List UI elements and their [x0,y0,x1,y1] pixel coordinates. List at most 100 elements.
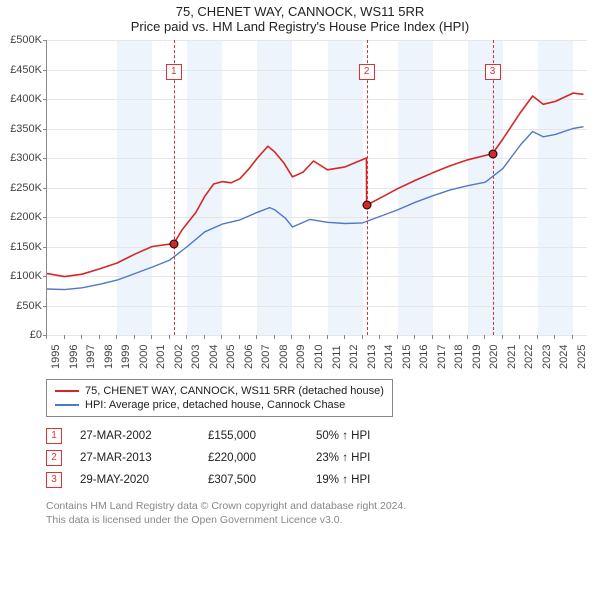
x-tick [186,335,187,339]
title-address: 75, CHENET WAY, CANNOCK, WS11 5RR [0,4,600,19]
x-tick [151,335,152,339]
x-tick [537,335,538,339]
x-tick [256,335,257,339]
event-delta: 19% ↑ HPI [316,474,370,486]
legend-box: 75, CHENET WAY, CANNOCK, WS11 5RR (detac… [46,379,393,417]
plot-area: 1 2 3 [46,40,587,336]
x-tick [274,335,275,339]
event-delta: 23% ↑ HPI [316,452,370,464]
event-marker-label: 1 [166,64,182,80]
event-row: 1 27-MAR-2002 £155,000 50% ↑ HPI [46,425,600,447]
legend-item-hpi: HPI: Average price, detached house, Cann… [55,398,384,412]
event-number-box: 1 [46,428,62,444]
x-tick [449,335,450,339]
x-axis-label: 2009 [295,345,307,369]
series-svg [47,40,587,335]
event-marker-label: 2 [359,64,375,80]
legend-label-address: 75, CHENET WAY, CANNOCK, WS11 5RR (detac… [85,385,384,397]
x-tick [362,335,363,339]
y-axis-label: £300K [0,152,42,164]
legend-label-hpi: HPI: Average price, detached house, Cann… [85,399,345,411]
event-dot [488,149,497,158]
event-dot [169,239,178,248]
x-axis-label: 2019 [471,345,483,369]
x-axis-label: 2018 [453,345,465,369]
y-axis-label: £450K [0,64,42,76]
x-axis-label: 2013 [366,345,378,369]
event-price: £220,000 [208,452,298,464]
x-axis-label: 1997 [85,345,97,369]
event-date: 27-MAR-2013 [80,452,190,464]
x-axis-label: 2000 [138,345,150,369]
x-axis-label: 2016 [418,345,430,369]
event-row: 227-MAR-2013£220,00023% ↑ HPI [46,447,600,469]
x-axis-label: 2017 [436,345,448,369]
x-axis-label: 2003 [190,345,202,369]
x-axis-label: 2005 [225,345,237,369]
event-dot [362,201,371,210]
legend-swatch-address [55,390,79,392]
event-row: 329-MAY-2020£307,50019% ↑ HPI [46,469,600,491]
x-axis-label: 1996 [68,345,80,369]
x-tick [99,335,100,339]
x-tick [397,335,398,339]
x-axis-label: 2015 [401,345,413,369]
x-axis-label: 2007 [260,345,272,369]
y-axis-label: £250K [0,182,42,194]
event-marker-label: 3 [485,64,501,80]
x-tick [309,335,310,339]
x-axis-label: 2012 [348,345,360,369]
x-tick [502,335,503,339]
footer-line2: This data is licensed under the Open Gov… [46,513,600,527]
y-axis-label: £200K [0,211,42,223]
x-axis-label: 2024 [558,345,570,369]
x-axis-label: 2023 [541,345,553,369]
x-axis: 1995199619971998199920002001200220032004… [46,335,586,375]
y-axis-label: £50K [0,300,42,312]
x-axis-label: 1999 [120,345,132,369]
x-tick [116,335,117,339]
x-tick [379,335,380,339]
x-tick [327,335,328,339]
x-axis-label: 2025 [576,345,588,369]
x-axis-label: 1998 [103,345,115,369]
x-axis-label: 2010 [313,345,325,369]
event-delta: 50% ↑ HPI [316,430,370,442]
x-axis-label: 2021 [506,345,518,369]
event-marker-line [493,40,494,335]
chart-title-block: 75, CHENET WAY, CANNOCK, WS11 5RR Price … [0,4,600,34]
x-tick [484,335,485,339]
x-tick [414,335,415,339]
event-price: £307,500 [208,474,298,486]
x-axis-label: 2002 [173,345,185,369]
y-axis-label: £0 [0,329,42,341]
x-tick [169,335,170,339]
x-tick [239,335,240,339]
event-date: 27-MAR-2002 [80,430,190,442]
x-axis-label: 2011 [331,345,343,369]
x-tick [64,335,65,339]
x-tick [572,335,573,339]
x-tick [46,335,47,339]
series-line-address [47,93,584,277]
y-axis-label: £500K [0,34,42,46]
y-axis-label: £150K [0,241,42,253]
x-axis-label: 2006 [243,345,255,369]
legend-item-address: 75, CHENET WAY, CANNOCK, WS11 5RR (detac… [55,384,384,398]
x-tick [554,335,555,339]
title-subtitle: Price paid vs. HM Land Registry's House … [0,19,600,34]
legend-swatch-hpi [55,404,79,406]
event-marker-line [174,40,175,335]
event-date: 29-MAY-2020 [80,474,190,486]
x-axis-label: 2020 [488,345,500,369]
x-tick [467,335,468,339]
chart-area: 123 £0£50K£100K£150K£200K£250K£300K£350K… [0,40,600,335]
x-tick [344,335,345,339]
event-price: £155,000 [208,430,298,442]
footer-line1: Contains HM Land Registry data © Crown c… [46,499,600,513]
x-axis-label: 2001 [155,345,167,369]
x-tick [81,335,82,339]
y-axis-label: £350K [0,123,42,135]
x-axis-label: 2014 [383,345,395,369]
x-axis-label: 2004 [208,345,220,369]
